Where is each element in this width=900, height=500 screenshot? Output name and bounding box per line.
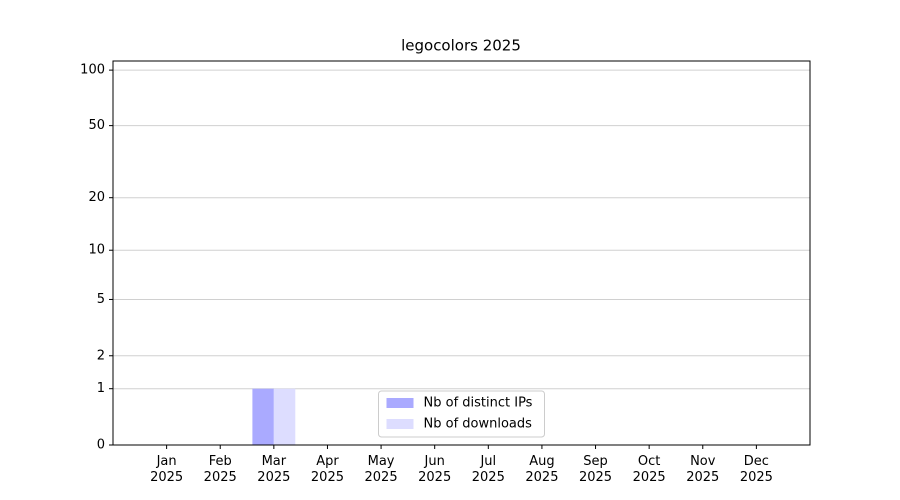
x-tick-label: Nov 2025 [686, 454, 719, 485]
x-tick-label: Dec 2025 [740, 454, 773, 485]
y-tick-label: 5 [97, 292, 105, 307]
x-tick-label-line: 2025 [150, 470, 183, 485]
x-tick-label-line: Mar [262, 454, 287, 469]
y-tick-label: 2 [97, 348, 105, 363]
x-tick-label-line: Apr [316, 454, 339, 469]
x-tick-label-line: Sep [583, 454, 608, 469]
x-tick-label-line: Jun [424, 454, 445, 469]
x-tick-label-line: 2025 [686, 470, 719, 485]
x-tick-label-line: 2025 [525, 470, 558, 485]
x-tick-label: Jul 2025 [472, 454, 505, 485]
x-tick-label-line: 2025 [579, 470, 612, 485]
x-tick-label-line: 2025 [418, 470, 451, 485]
x-tick-label-line: 2025 [740, 470, 773, 485]
x-tick-label: Sep 2025 [579, 454, 612, 485]
x-tick-label-line: May [368, 454, 395, 469]
x-tick-label: Apr 2025 [311, 454, 344, 485]
x-tick-label-line: 2025 [311, 470, 344, 485]
x-tick-label: Jan 2025 [150, 454, 183, 485]
x-tick-label-line: Oct [638, 454, 660, 469]
chart-title: legocolors 2025 [401, 37, 521, 55]
x-tick-label-line: Dec [744, 454, 769, 469]
x-tick-label-line: Feb [209, 454, 232, 469]
x-tick-label-line: 2025 [257, 470, 290, 485]
legend-box [378, 390, 545, 438]
y-tick-label: 20 [88, 190, 105, 205]
legend-label: Nb of downloads [424, 417, 533, 432]
x-tick-label: May 2025 [365, 454, 398, 485]
y-tick-label: 100 [80, 63, 105, 78]
x-tick-label-line: Jan [156, 454, 177, 469]
x-tick-label-line: 2025 [472, 470, 505, 485]
plot-frame [112, 60, 811, 446]
x-tick-label: Mar 2025 [257, 454, 290, 485]
x-tick-label: Oct 2025 [633, 454, 666, 485]
x-tick-label-line: 2025 [365, 470, 398, 485]
x-tick-label: Aug 2025 [525, 454, 558, 485]
bar [252, 388, 274, 445]
x-tick-label-line: Nov [690, 454, 716, 469]
x-tick-label: Jun 2025 [418, 454, 451, 485]
y-tick-label: 50 [88, 118, 105, 133]
x-tick-label-line: 2025 [204, 470, 237, 485]
y-tick-label: 10 [88, 243, 105, 258]
x-tick-label-line: Aug [529, 454, 554, 469]
y-tick-label: 0 [97, 438, 105, 453]
legend-label: Nb of distinct IPs [424, 396, 533, 411]
x-tick-label-line: Jul [479, 454, 496, 469]
legend-swatch [386, 398, 414, 408]
x-tick-label-line: 2025 [633, 470, 666, 485]
legend-swatch [386, 419, 414, 429]
bar [273, 388, 296, 445]
x-tick-label: Feb 2025 [204, 454, 237, 485]
y-tick-label: 1 [97, 381, 105, 396]
